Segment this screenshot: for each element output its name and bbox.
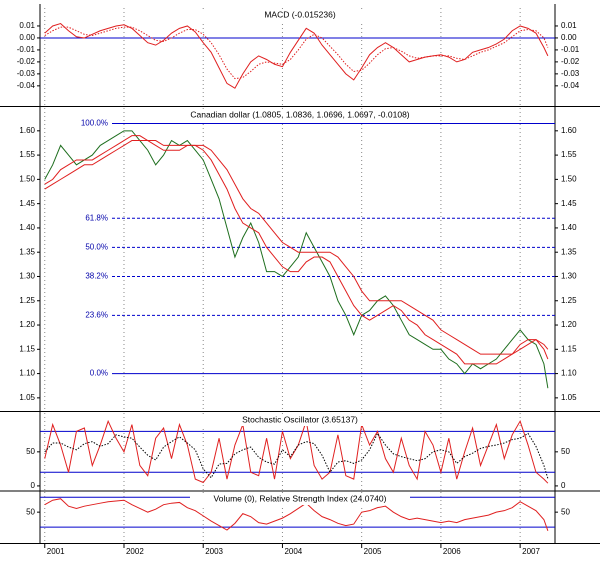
y-tick-label: 1.10: [19, 369, 35, 378]
series-line: [44, 432, 549, 479]
fib-label: 23.6%: [85, 310, 108, 319]
y-tick-label: 1.10: [561, 369, 577, 378]
series-line: [44, 498, 549, 531]
x-tick-label: 2007: [522, 547, 540, 556]
y-tick-label: -0.03: [561, 69, 580, 78]
y-tick-label: 1.60: [19, 126, 35, 135]
x-tick-label: 2003: [205, 547, 223, 556]
y-tick-label: 1.50: [561, 174, 577, 183]
x-tick-label: 2004: [284, 547, 302, 556]
y-tick-label: -0.04: [17, 81, 36, 90]
x-tick-label: 2001: [47, 547, 65, 556]
fib-label: 38.2%: [85, 272, 108, 281]
y-tick-label: 1.40: [561, 223, 577, 232]
series-line: [44, 135, 549, 365]
panel-title: Volume (0), Relative Strength Index (24.…: [214, 493, 387, 503]
panel-title: Stochastic Oscillator (3.65137): [242, 414, 358, 424]
y-tick-label: 0.01: [19, 21, 35, 30]
series-line: [44, 130, 549, 389]
y-tick-label: 0.00: [561, 33, 577, 42]
title-bg: [190, 109, 410, 121]
y-tick-label: -0.02: [17, 57, 36, 66]
y-tick-label: 1.35: [561, 247, 577, 256]
y-tick-label: 0.00: [19, 33, 35, 42]
y-tick-label: 1.30: [561, 272, 577, 281]
y-tick-label: 50: [26, 447, 35, 456]
y-tick-label: -0.01: [17, 45, 36, 54]
y-tick-label: 50: [26, 507, 35, 516]
fib-label: 100.0%: [81, 119, 108, 128]
x-tick-label: 2002: [126, 547, 144, 556]
y-tick-label: 1.60: [561, 126, 577, 135]
panel-title: MACD (-0.015236): [264, 9, 336, 19]
y-tick-label: 1.25: [19, 296, 35, 305]
panel-title: Canadian dollar (1.0805, 1.0836, 1.0696,…: [190, 109, 409, 119]
y-tick-label: 1.25: [561, 296, 577, 305]
y-tick-label: 1.55: [561, 150, 577, 159]
y-tick-label: 1.05: [19, 393, 35, 402]
fib-label: 61.8%: [85, 213, 108, 222]
x-tick-label: 2006: [443, 547, 461, 556]
y-tick-label: 1.35: [19, 247, 35, 256]
y-tick-label: 1.50: [19, 174, 35, 183]
series-line: [44, 26, 549, 80]
y-tick-label: 1.15: [19, 344, 35, 353]
y-tick-label: 1.45: [561, 199, 577, 208]
title-bg: [190, 493, 410, 505]
y-tick-label: 1.20: [561, 320, 577, 329]
y-tick-label: 1.05: [561, 393, 577, 402]
y-tick-label: 0: [31, 481, 36, 490]
y-tick-label: 1.40: [19, 223, 35, 232]
y-tick-label: 0.01: [561, 21, 577, 30]
x-tick-label: 2005: [364, 547, 382, 556]
title-bg: [190, 414, 410, 426]
series-line: [44, 23, 549, 89]
fib-label: 0.0%: [90, 369, 108, 378]
series-line: [44, 140, 549, 355]
y-tick-label: 50: [561, 507, 570, 516]
y-tick-label: 1.20: [19, 320, 35, 329]
y-tick-label: -0.03: [17, 69, 36, 78]
y-tick-label: 0: [561, 481, 566, 490]
y-tick-label: 1.15: [561, 344, 577, 353]
y-tick-label: 1.30: [19, 272, 35, 281]
y-tick-label: 1.45: [19, 199, 35, 208]
y-tick-label: 50: [561, 447, 570, 456]
y-tick-label: -0.04: [561, 81, 580, 90]
y-tick-label: -0.01: [561, 45, 580, 54]
y-tick-label: -0.02: [561, 57, 580, 66]
fib-label: 50.0%: [85, 242, 108, 251]
title-bg: [190, 9, 410, 21]
y-tick-label: 1.55: [19, 150, 35, 159]
